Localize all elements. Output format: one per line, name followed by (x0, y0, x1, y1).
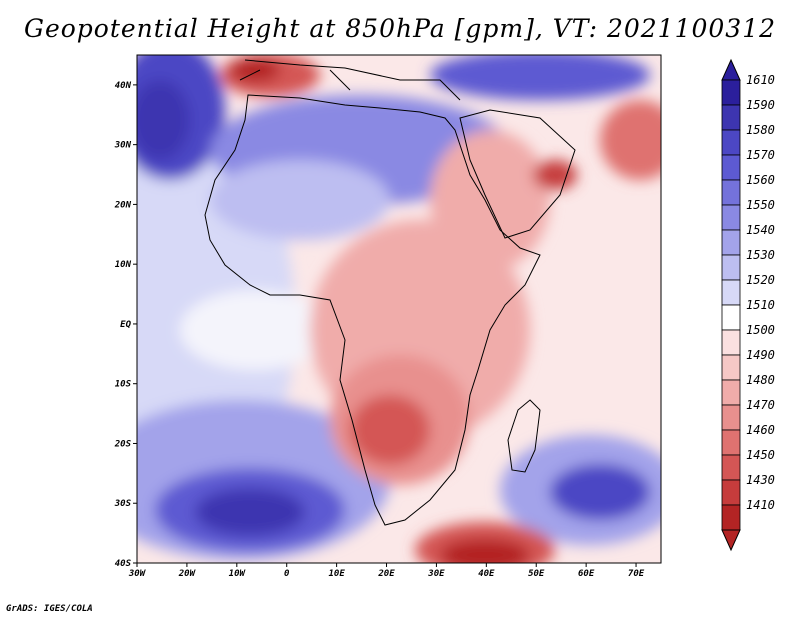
colorbar-label: 1450 (746, 448, 775, 462)
colorbar-swatch (721, 204, 741, 231)
colorbar-label: 1470 (746, 398, 775, 412)
lon-tick-label: 20W (178, 569, 197, 579)
colorbar-label: 1410 (746, 498, 775, 512)
colorbar-label: 1590 (746, 98, 775, 112)
colorbar-swatch (721, 504, 741, 531)
lat-tick-label: 30S (114, 499, 132, 509)
colorbar-label: 1520 (746, 273, 775, 287)
lat-tick-label: 10S (115, 380, 132, 390)
lon-tick-label: 70E (628, 569, 645, 579)
lat-tick-label: 10N (115, 260, 132, 270)
colorbar-label: 1490 (746, 348, 775, 362)
colorbar-swatch (721, 179, 741, 206)
lat-tick-label: 40N (115, 81, 132, 91)
map-frame (136, 54, 662, 564)
lon-tick-label: 40E (478, 569, 495, 579)
colorbar-swatch (721, 254, 741, 281)
colorbar-label: 1510 (746, 298, 775, 312)
colorbar-label: 1540 (746, 223, 775, 237)
madagascar-coastline (507, 399, 541, 473)
lon-tick-label: 20E (377, 569, 395, 579)
colorbar-top-arrow (721, 58, 741, 81)
lon-tick-label: 50E (528, 569, 545, 579)
colorbar-label: 1500 (746, 323, 775, 337)
colorbar-swatch (721, 479, 741, 506)
arabia-coastline (459, 109, 576, 239)
lon-axis: 30W 20W 10W 0 10E 20E 30E 40E 50E 60E 70E (128, 563, 645, 579)
lat-tick-label: EQ (120, 320, 131, 330)
coastlines (204, 59, 576, 526)
lon-tick-label: 30W (128, 569, 147, 579)
colorbar-label: 1480 (746, 373, 775, 387)
colorbar-swatch (721, 404, 741, 431)
colorbar-swatch (721, 354, 741, 381)
colorbar-label: 1460 (746, 423, 775, 437)
colorbar: 1610 1590 1580 1570 1560 1550 1540 1530 1520 1510… (721, 58, 775, 552)
colorbar-swatch (721, 454, 741, 481)
colorbar-swatch (721, 129, 741, 156)
lon-tick-label: 10E (328, 569, 345, 579)
height-field (137, 55, 661, 563)
grads-credit: GrADS: IGES/COLA (6, 604, 93, 614)
colorbar-label: 1570 (746, 148, 775, 162)
colorbar-swatch (721, 429, 741, 456)
colorbar-label: 1550 (746, 198, 775, 212)
lat-tick-label: 20N (114, 200, 132, 210)
lon-tick-label: 0 (284, 569, 290, 579)
colorbar-swatch (721, 104, 741, 131)
colorbar-label: 1610 (746, 73, 775, 87)
lon-tick-label: 30E (427, 569, 445, 579)
lon-tick-label: 60E (578, 569, 595, 579)
colorbar-swatch (721, 154, 741, 181)
africa-coastline (204, 94, 541, 526)
colorbar-swatch (721, 304, 741, 331)
lat-tick-label: 20S (114, 439, 132, 449)
colorbar-bottom-arrow (721, 529, 741, 552)
colorbar-label: 1430 (746, 473, 775, 487)
chart-title: Geopotential Height at 850hPa [gpm], VT:… (23, 14, 777, 43)
lon-tick-label: 10W (229, 569, 247, 579)
colorbar-label: 1530 (746, 248, 775, 262)
colorbar-swatch (721, 329, 741, 356)
colorbar-swatch (721, 229, 741, 256)
lat-axis: 40N 30N 20N 10N EQ 10S 20S 30S 40S (114, 81, 137, 569)
colorbar-swatch (721, 79, 741, 106)
colorbar-swatch (721, 379, 741, 406)
colorbar-label: 1580 (746, 123, 775, 137)
colorbar-swatch (721, 279, 741, 306)
colorbar-label: 1560 (746, 173, 775, 187)
europe-coastline (239, 59, 461, 101)
lat-tick-label: 40S (115, 559, 132, 569)
lat-tick-label: 30N (114, 141, 132, 151)
